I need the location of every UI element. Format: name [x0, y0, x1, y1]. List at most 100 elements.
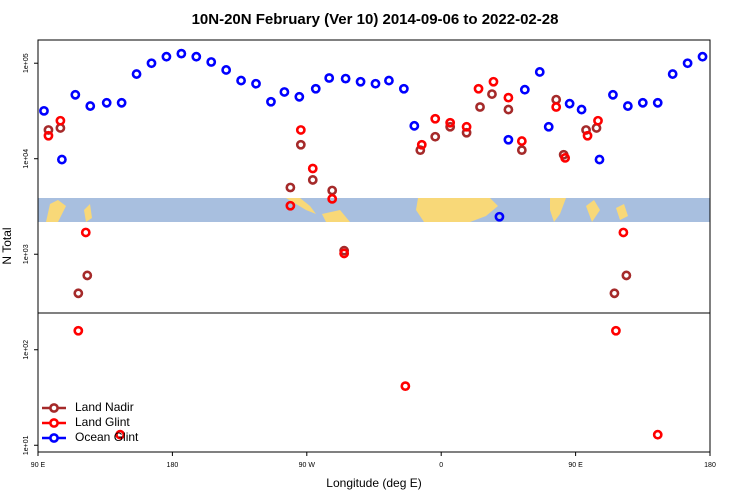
- y-tick-label: 1e+05: [23, 53, 30, 73]
- point: [251, 78, 261, 89]
- point: [279, 87, 290, 97]
- point: [697, 51, 708, 62]
- point: [560, 153, 571, 163]
- y-tick-label: 1e+04: [23, 149, 30, 169]
- point: [430, 131, 441, 142]
- point: [221, 65, 232, 75]
- point: [161, 51, 172, 62]
- point: [339, 248, 350, 259]
- point: [516, 145, 527, 156]
- chart-title: 10N-20N February (Ver 10) 2014-09-06 to …: [192, 11, 559, 28]
- point: [115, 429, 126, 440]
- point: [70, 89, 81, 100]
- point: [534, 67, 545, 77]
- x-tick-label: 180: [704, 462, 716, 469]
- point: [310, 83, 321, 94]
- x-tick-label: 0: [439, 462, 443, 469]
- point: [285, 182, 296, 193]
- point: [582, 130, 593, 141]
- point: [551, 102, 562, 112]
- point: [594, 154, 605, 165]
- point: [494, 211, 505, 222]
- point: [609, 288, 620, 299]
- y-axis-label: N Total: [0, 227, 14, 264]
- point: [43, 125, 54, 135]
- point: [652, 97, 663, 108]
- x-tick-label: 90 E: [31, 462, 46, 469]
- point: [146, 58, 157, 69]
- point: [487, 89, 497, 99]
- point: [80, 227, 91, 238]
- plot-frame: [37, 39, 711, 453]
- x-axis-label: Longitude (deg E): [326, 476, 421, 490]
- y-tick-label: 1e+02: [23, 340, 30, 360]
- point: [516, 136, 527, 146]
- point: [608, 89, 618, 100]
- point: [667, 69, 678, 79]
- point: [55, 115, 66, 126]
- legend-marker: [49, 418, 59, 428]
- point: [327, 185, 338, 196]
- point: [327, 193, 338, 204]
- point: [295, 125, 306, 135]
- point: [519, 84, 530, 95]
- point: [340, 73, 351, 84]
- point: [324, 73, 335, 83]
- point: [101, 97, 112, 108]
- point: [285, 200, 296, 211]
- point: [503, 92, 514, 103]
- legend-marker: [49, 433, 59, 443]
- point: [307, 163, 318, 174]
- point: [621, 270, 632, 281]
- point: [461, 121, 472, 132]
- point: [473, 83, 484, 94]
- point: [236, 75, 246, 86]
- point: [593, 115, 603, 126]
- point: [116, 97, 127, 108]
- point: [398, 83, 409, 94]
- point: [611, 325, 621, 336]
- point: [543, 121, 554, 132]
- legend-label: Land Nadir: [75, 400, 134, 414]
- point: [564, 98, 575, 109]
- point: [82, 270, 93, 281]
- legend-label: Ocean Glint: [75, 430, 139, 444]
- x-tick-label: 90 W: [299, 462, 316, 469]
- point: [191, 51, 202, 62]
- point: [56, 154, 67, 165]
- point: [176, 48, 187, 59]
- point: [73, 288, 84, 299]
- point: [39, 105, 49, 116]
- point: [85, 101, 96, 111]
- point: [622, 101, 633, 111]
- point: [43, 130, 54, 141]
- y-tick-label: 1e+01: [23, 435, 30, 455]
- x-tick-label: 180: [167, 462, 179, 469]
- point: [503, 104, 514, 115]
- point: [73, 325, 84, 336]
- legend-marker: [49, 403, 59, 413]
- point: [295, 139, 306, 150]
- point: [618, 227, 629, 238]
- x-tick-label: 90 E: [568, 462, 583, 469]
- point: [488, 76, 499, 87]
- point: [206, 57, 217, 67]
- map-strip: [38, 198, 710, 222]
- point: [637, 97, 648, 108]
- point: [652, 429, 663, 440]
- point: [475, 102, 485, 112]
- point: [355, 76, 366, 87]
- legend-label: Land Glint: [75, 415, 130, 429]
- point: [370, 78, 381, 89]
- point: [416, 139, 427, 150]
- point: [266, 96, 276, 107]
- point: [503, 134, 514, 145]
- point: [415, 145, 426, 156]
- point: [294, 91, 305, 102]
- point: [576, 104, 587, 115]
- point: [445, 121, 456, 132]
- point: [445, 117, 456, 128]
- point: [131, 69, 142, 79]
- point: [400, 381, 411, 392]
